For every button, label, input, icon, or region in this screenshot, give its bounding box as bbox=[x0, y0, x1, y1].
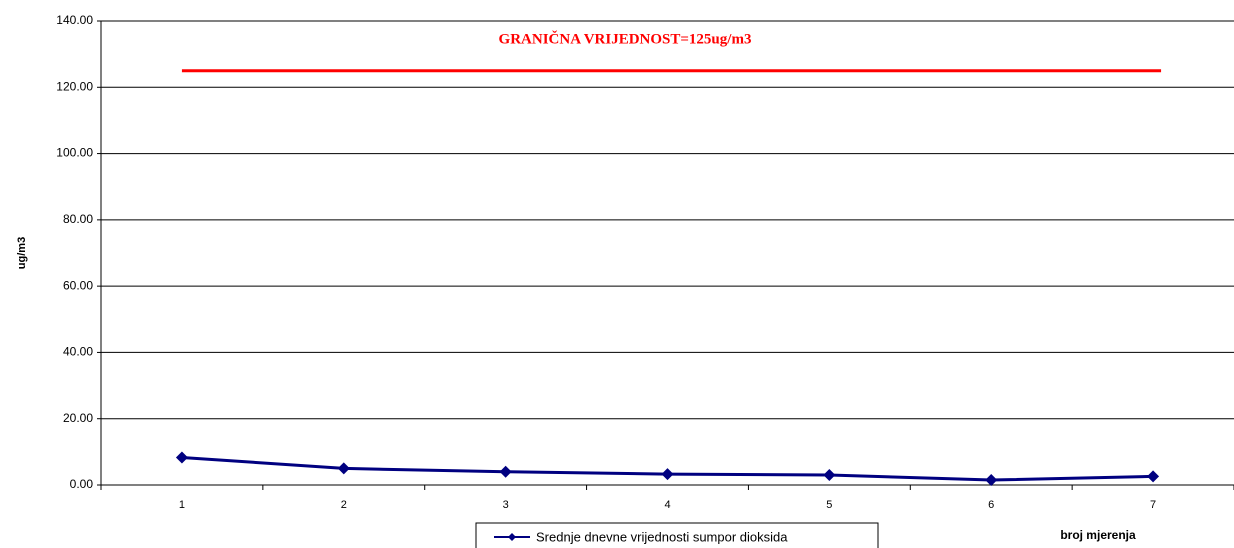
legend-label: Srednje dnevne vrijednosti sumpor dioksi… bbox=[536, 529, 788, 544]
x-tick-label: 6 bbox=[988, 499, 994, 511]
x-tick-label: 7 bbox=[1150, 499, 1156, 511]
y-tick-label: 40.00 bbox=[63, 345, 93, 359]
y-tick-label: 0.00 bbox=[70, 477, 94, 491]
x-tick-label: 2 bbox=[341, 499, 347, 511]
legend-box bbox=[475, 522, 879, 548]
y-axis-label: ug/m3 bbox=[16, 237, 28, 269]
y-tick-label: 80.00 bbox=[63, 212, 93, 226]
data-point bbox=[985, 474, 998, 487]
data-point bbox=[823, 469, 836, 482]
data-point bbox=[1147, 470, 1160, 483]
data-point bbox=[499, 465, 512, 478]
data-point bbox=[175, 451, 188, 464]
annotation: GRANIČNA VRIJEDNOST=125ug/m3 bbox=[499, 30, 752, 47]
x-tick-label: 4 bbox=[664, 499, 670, 511]
x-tick-label: 1 bbox=[179, 499, 185, 511]
data-point bbox=[337, 462, 350, 475]
x-tick-label: 3 bbox=[503, 499, 509, 511]
y-tick-label: 60.00 bbox=[63, 278, 93, 292]
y-tick-label: 20.00 bbox=[63, 411, 93, 425]
x-axis-label: broj mjerenja bbox=[1060, 528, 1136, 542]
x-tick-label: 5 bbox=[826, 499, 832, 511]
y-tick-label: 140.00 bbox=[56, 13, 93, 27]
data-point bbox=[661, 468, 674, 481]
legend-marker bbox=[508, 533, 516, 541]
y-tick-label: 120.00 bbox=[56, 79, 93, 93]
y-tick-label: 100.00 bbox=[56, 146, 93, 160]
